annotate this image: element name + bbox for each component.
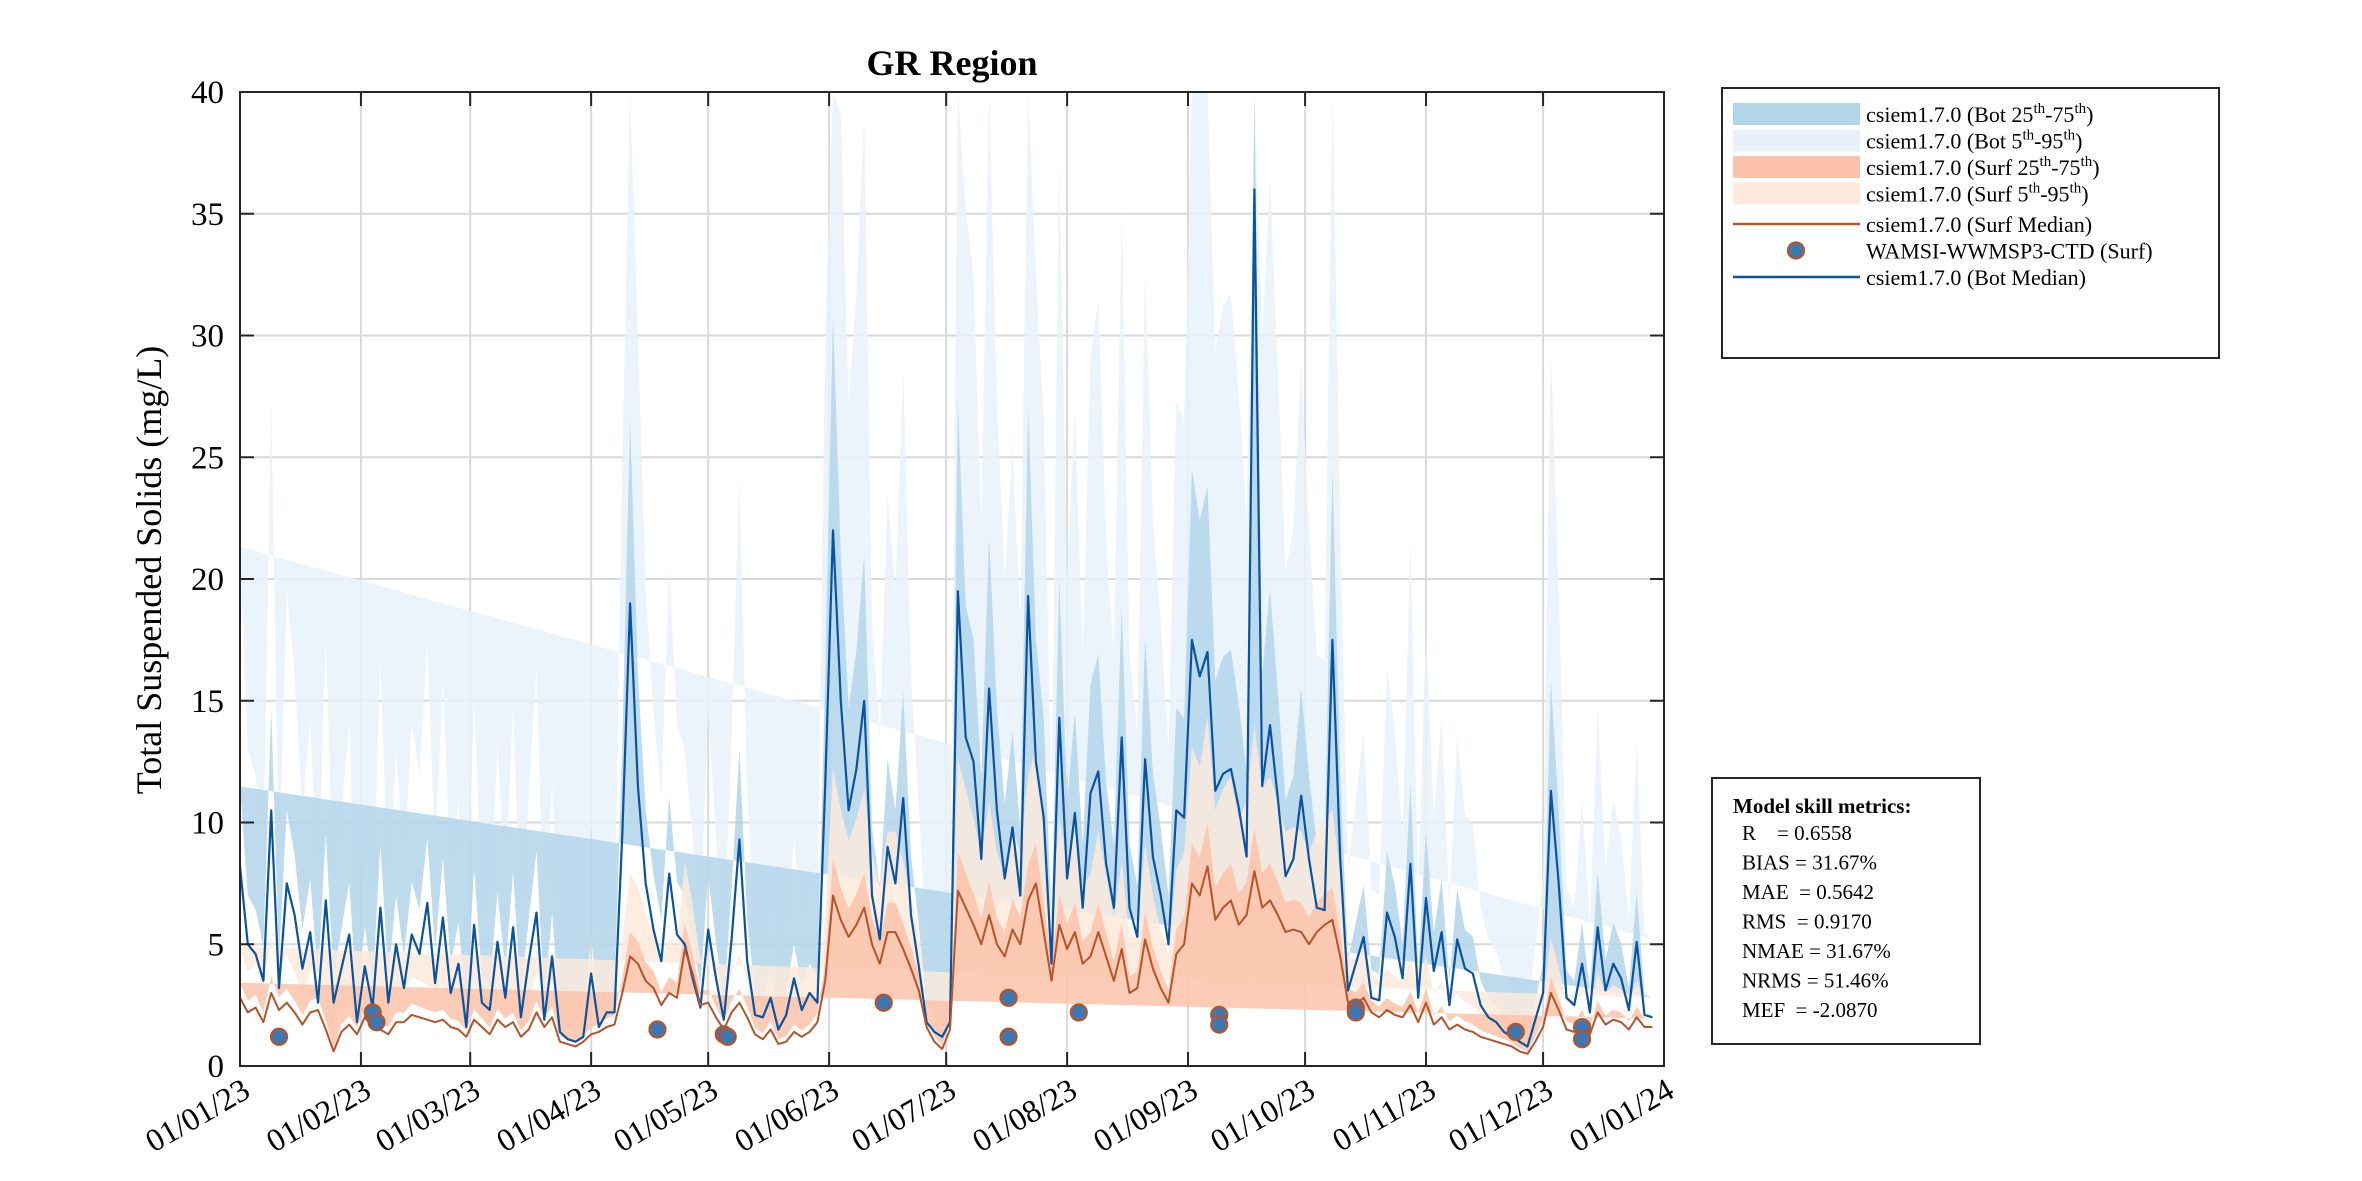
y-tick-label: 25 [191, 440, 224, 476]
line-layer [240, 188, 1653, 1055]
legend-label-part: WAMSI-WWMSP3-CTD (Surf) [1866, 239, 2153, 264]
legend-label-part: th [2029, 181, 2041, 197]
observation-point [648, 1020, 667, 1039]
legend-label-part: csiem1.7.0 (Surf Median) [1866, 212, 2092, 237]
legend-label: csiem1.7.0 (Surf 25th-75th) [1866, 154, 2100, 180]
legend-label-part: ) [2081, 182, 2088, 207]
legend-swatch-patch [1733, 156, 1860, 178]
legend-swatch-patch [1733, 103, 1860, 125]
observation-point [999, 988, 1018, 1007]
y-tick-label: 10 [191, 806, 224, 842]
legend-swatch-patch [1733, 182, 1860, 205]
skill-metrics-lines: R = 0.6558 BIAS = 31.67% MAE = 0.5642 RMS =… [1742, 821, 1891, 1022]
legend-label-part: csiem1.7.0 (Bot Median) [1866, 265, 2086, 290]
legend: csiem1.7.0 (Bot 25th-75th)csiem1.7.0 (Bo… [1721, 87, 2220, 359]
legend-label-part: th [2074, 101, 2086, 117]
observation-point [367, 1013, 386, 1032]
chart-title: GR Region [867, 43, 1038, 83]
skill-metric-line: BIAS = 31.67% [1742, 851, 1877, 875]
legend-label-part: -95 [2034, 129, 2063, 154]
y-tick-label: 40 [191, 75, 224, 111]
observation-point [1506, 1022, 1525, 1042]
skill-metrics-box: Model skill metrics: R = 0.6558 BIAS = 31… [1711, 777, 1981, 1045]
skill-metrics-title: Model skill metrics: [1733, 794, 1911, 818]
legend-label: csiem1.7.0 (Surf Median) [1866, 212, 2092, 237]
skill-metric-line: MAE = 0.5642 [1742, 880, 1874, 904]
legend-label-part: csiem1.7.0 (Surf 25 [1866, 155, 2040, 180]
y-tick-label: 30 [191, 319, 224, 355]
observation-point [1210, 1015, 1229, 1034]
legend-entries: csiem1.7.0 (Bot 25th-75th)csiem1.7.0 (Bo… [1733, 101, 2153, 290]
legend-label-part: th [2070, 181, 2082, 197]
observation-point [874, 993, 893, 1012]
legend-label: csiem1.7.0 (Bot Median) [1866, 265, 2086, 290]
skill-metric-line: NMAE = 31.67% [1742, 939, 1891, 963]
legend-label-part: -75 [2045, 102, 2074, 127]
legend-label: WAMSI-WWMSP3-CTD (Surf) [1866, 239, 2153, 264]
legend-label-part: th [2081, 154, 2093, 170]
legend-label: csiem1.7.0 (Bot 5th-95th) [1866, 128, 2082, 154]
legend-label-part: csiem1.7.0 (Bot 5 [1866, 129, 2022, 154]
observation-point [999, 1027, 1018, 1046]
legend-swatch-marker [1786, 241, 1806, 260]
legend-label-part: csiem1.7.0 (Bot 25 [1866, 102, 2033, 127]
legend-label-part: th [2022, 128, 2034, 144]
legend-label: csiem1.7.0 (Surf 5th-95th) [1866, 181, 2089, 207]
y-tick-label: 20 [191, 562, 224, 598]
observation-point [1346, 1003, 1365, 1022]
skill-metric-line: RMS = 0.9170 [1742, 910, 1872, 934]
surf-median-line [240, 865, 1653, 1055]
legend-label-part: ) [2086, 102, 2093, 127]
legend-label-part: ) [2075, 129, 2082, 154]
skill-metric-line: MEF = -2.0870 [1742, 998, 1878, 1022]
legend-label: csiem1.7.0 (Bot 25th-75th) [1866, 101, 2093, 127]
legend-label-part: th [2033, 101, 2045, 117]
observation-point [1069, 1003, 1088, 1022]
legend-label-part: th [2063, 128, 2075, 144]
skill-metrics-frame [1711, 777, 1981, 1045]
legend-label-part: ) [2092, 155, 2099, 180]
legend-label-part: -95 [2040, 182, 2069, 207]
legend-label-part: th [2040, 154, 2052, 170]
legend-label-part: -75 [2051, 155, 2080, 180]
observation-point [718, 1027, 737, 1046]
y-tick-label: 0 [208, 1049, 225, 1085]
y-tick-label: 35 [191, 197, 224, 233]
y-axis-label: Total Suspended Solids (mg/L) [129, 346, 169, 794]
bot-median-line [240, 188, 1653, 1048]
skill-metric-line: NRMS = 51.46% [1742, 969, 1889, 993]
marker-layer [269, 988, 1592, 1049]
band-csiem1-7-0-bot-25th-75th- [240, 92, 1653, 1039]
legend-label-part: csiem1.7.0 (Surf 5 [1866, 182, 2029, 207]
y-tick-label: 5 [208, 927, 225, 963]
observation-point [1572, 1030, 1592, 1049]
observation-point [269, 1027, 289, 1046]
legend-swatch-patch [1733, 129, 1860, 152]
skill-metric-line: R = 0.6558 [1742, 821, 1852, 845]
y-tick-label: 15 [191, 684, 224, 720]
